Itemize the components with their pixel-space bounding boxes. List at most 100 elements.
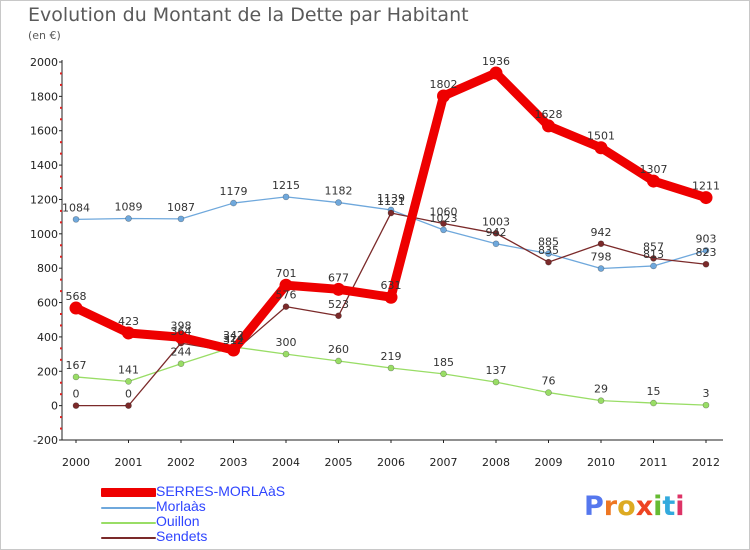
y-minor-tick [60, 347, 62, 350]
y-minor-tick [60, 221, 62, 224]
logo-letter: t [662, 491, 676, 522]
series-point-1 [177, 215, 185, 223]
data-label-2: 29 [594, 383, 608, 396]
logo-letter: r [603, 491, 618, 522]
y-minor-tick [60, 209, 62, 212]
data-label-0: 1802 [430, 78, 458, 91]
series-point-2 [650, 399, 657, 407]
data-label-0: 324 [223, 332, 244, 345]
series-line-3 [75, 212, 707, 407]
x-tick-label: 2004 [272, 456, 300, 469]
data-label-1: 903 [696, 232, 717, 245]
y-minor-tick [60, 244, 62, 247]
series-point-0 [227, 343, 240, 357]
series-point-0 [174, 330, 188, 344]
series-point-0 [384, 290, 398, 304]
legend-label-sendets: Sendets [156, 528, 208, 544]
series-point-0 [437, 89, 450, 103]
data-label-2: 141 [118, 363, 139, 376]
legend-label-serres-morlaas: SERRES-MORLAàS [156, 483, 286, 499]
data-label-3: 1003 [482, 215, 510, 228]
data-label-3: 576 [276, 289, 297, 302]
series-point-0 [332, 282, 345, 296]
series-point-1 [72, 216, 80, 223]
series-point-3 [335, 312, 342, 320]
y-minor-tick [60, 175, 62, 178]
data-label-3: 942 [591, 226, 612, 239]
data-label-2: 185 [433, 356, 454, 369]
series-point-2 [702, 401, 710, 409]
data-label-3: 0 [73, 388, 80, 401]
y-minor-tick [60, 83, 62, 86]
data-label-1: 942 [486, 226, 507, 239]
data-label-3: 0 [125, 388, 132, 401]
y-minor-tick [60, 278, 62, 281]
x-tick-label: 2006 [377, 456, 405, 469]
legend-label-morlaas: Morlaàs [156, 498, 206, 514]
data-label-0: 631 [381, 279, 402, 292]
logo-letter: i [653, 491, 663, 522]
series-point-3 [440, 220, 447, 227]
data-label-0: 1501 [587, 130, 615, 143]
logo-letter: P [584, 491, 604, 522]
series-point-0 [594, 141, 608, 155]
series-point-1 [650, 262, 657, 270]
data-label-0: 701 [276, 267, 297, 280]
y-minor-tick [60, 324, 62, 327]
chart-subtitle: (en €) [28, 29, 61, 42]
y-minor-tick [60, 118, 62, 121]
y-minor-tick [60, 72, 62, 75]
logo-letter: x [635, 491, 654, 522]
legend-swatch-ouillon [101, 522, 156, 524]
series-point-0 [122, 326, 135, 340]
data-label-1: 798 [591, 251, 612, 264]
y-minor-tick [60, 255, 62, 258]
data-label-3: 857 [643, 240, 664, 253]
x-tick-label: 2002 [167, 456, 195, 469]
y-tick-label: 400 [37, 331, 58, 344]
series-point-0 [699, 191, 713, 205]
data-label-1: 1023 [430, 212, 458, 225]
series-point-0 [542, 119, 555, 133]
series-point-1 [230, 199, 237, 207]
data-label-1: 813 [643, 248, 664, 261]
data-label-2: 15 [647, 385, 661, 398]
data-label-3: 312 [223, 334, 244, 347]
legend-swatch-serres-morlaas [101, 488, 156, 497]
x-tick-label: 2005 [325, 456, 353, 469]
series-point-2 [387, 364, 395, 372]
logo-letter: i [675, 491, 685, 522]
y-tick-label: 600 [37, 297, 58, 310]
series-point-3 [72, 402, 80, 409]
series-point-3 [387, 209, 395, 217]
data-label-1: 1087 [167, 201, 195, 214]
series-point-1 [597, 265, 605, 272]
series-point-1 [282, 193, 290, 201]
series-point-2 [72, 373, 80, 381]
series-point-3 [597, 240, 605, 248]
data-label-1: 1179 [220, 185, 248, 198]
data-label-2: 244 [171, 346, 192, 359]
data-label-0: 1211 [692, 180, 720, 193]
y-tick-label: 1000 [30, 228, 58, 241]
y-minor-tick [60, 106, 62, 109]
series-point-2 [597, 397, 605, 404]
series-point-3 [702, 260, 710, 268]
data-label-0: 677 [328, 271, 349, 284]
series-point-0 [69, 301, 83, 315]
y-tick-label: 1800 [30, 90, 58, 103]
data-label-1: 885 [538, 236, 559, 249]
y-minor-tick [60, 427, 62, 430]
y-minor-tick [60, 141, 62, 144]
data-label-3: 823 [696, 246, 717, 259]
logo-letter: o [617, 491, 636, 522]
y-minor-tick [60, 152, 62, 155]
proxiti-logo: Proxiti [584, 491, 685, 522]
data-label-0: 1936 [482, 55, 510, 68]
series-point-3 [125, 402, 132, 409]
data-label-2: 260 [328, 343, 349, 356]
x-tick-label: 2011 [640, 456, 668, 469]
series-point-1 [545, 250, 552, 257]
y-minor-tick [60, 313, 62, 315]
